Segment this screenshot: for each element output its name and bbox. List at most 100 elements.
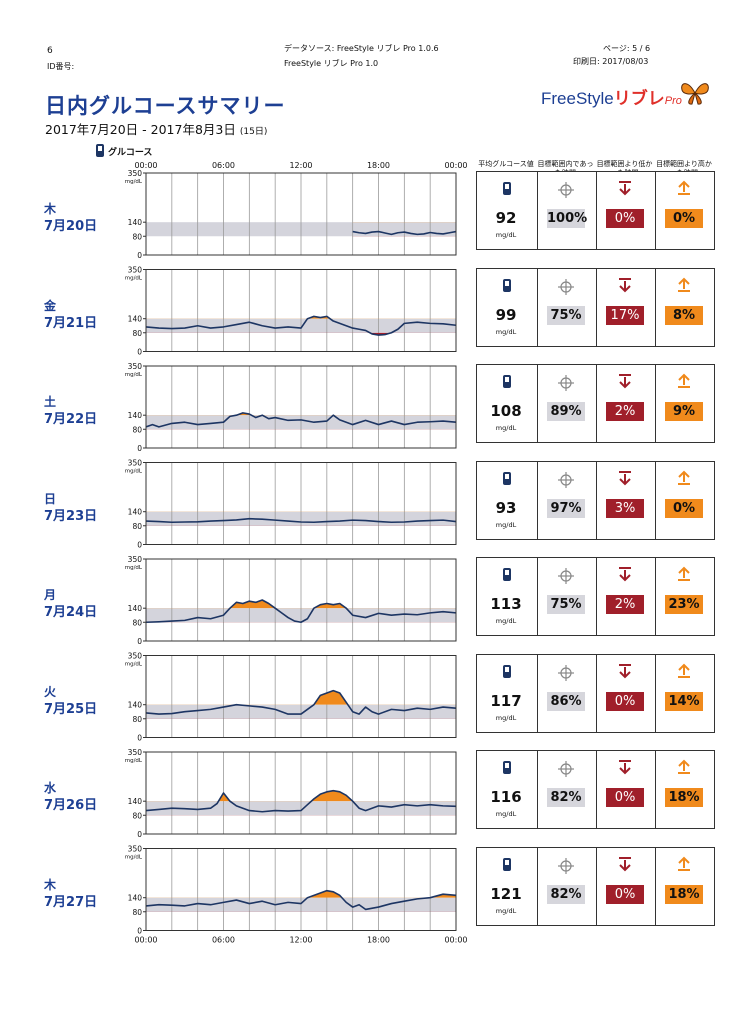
y-tick-label: 140	[128, 411, 143, 420]
legend-label: グルコース	[108, 148, 153, 158]
day-of-week: 月	[44, 588, 57, 602]
stat-divider	[655, 268, 656, 346]
day-chart	[143, 269, 457, 352]
y-tick-label: 80	[132, 329, 142, 338]
day-of-week: 火	[44, 684, 57, 699]
time-label-top: 12:00	[289, 161, 312, 170]
below-range-arrow-icon	[619, 567, 631, 582]
day-label: 土 7月22日	[44, 394, 97, 428]
above-range-arrow-icon	[678, 373, 690, 388]
average-glucose: 92	[495, 209, 517, 227]
stat-divider	[537, 751, 538, 828]
logo-libre: リブレ	[613, 89, 665, 108]
glucose-line	[145, 889, 457, 911]
below-range-fill	[369, 332, 392, 336]
sensor-reader-icon	[96, 144, 104, 157]
freestyle-logo: FreeStyleリブレPro	[541, 84, 682, 109]
average-unit: mg/dL	[495, 424, 517, 432]
day-stats: 117 mg/dL 86% 0% 14%	[476, 653, 715, 733]
date-range: 2017年7月20日 - 2017年8月3日 (15日)	[45, 119, 267, 138]
below-range-arrow-icon	[619, 470, 631, 485]
time-label-top: 00:00	[134, 161, 157, 170]
stat-divider	[596, 172, 597, 249]
y-tick-label: 350	[128, 459, 143, 468]
day-stats: 92 mg/dL 100% 0% 0%	[476, 171, 715, 250]
day-of-week: 木	[44, 877, 57, 892]
y-tick-label: 140	[128, 894, 143, 903]
reader-icon	[503, 375, 511, 388]
in-range-percent: 75%	[547, 305, 585, 325]
above-range-arrow-icon	[678, 856, 690, 871]
y-tick-label: 140	[128, 315, 143, 324]
below-range-percent: 0%	[606, 691, 644, 711]
plot-border	[145, 365, 457, 449]
data-source: データソース: FreeStyle リブレ Pro 1.0.6	[284, 44, 439, 53]
id-label: ID番号:	[47, 62, 75, 71]
logo-brand: FreeStyle	[541, 89, 614, 108]
day-of-week: 水	[44, 781, 57, 795]
day-chart	[143, 751, 457, 835]
stat-divider	[537, 558, 538, 635]
y-tick-label: 350	[128, 748, 143, 757]
below-range-percent: 0%	[606, 884, 644, 904]
glucose-line	[145, 517, 457, 524]
above-range-arrow-icon	[678, 180, 690, 195]
y-tick-label: 140	[128, 604, 143, 613]
stat-divider	[537, 847, 538, 925]
day-chart	[143, 655, 457, 738]
average-glucose: 93	[495, 498, 517, 517]
above-range-arrow-icon	[678, 470, 690, 485]
day-date: 7月22日	[44, 412, 98, 427]
y-unit-label: mg/dL	[125, 662, 143, 668]
day-of-week: 土	[44, 395, 57, 409]
day-label: 月 7月24日	[44, 587, 97, 621]
day-of-week: 木	[44, 202, 57, 216]
average-glucose: 116	[490, 788, 522, 806]
y-unit-label: mg/dL	[125, 469, 143, 475]
glucose-line	[145, 789, 457, 813]
above-range-fill	[146, 511, 456, 512]
stat-divider	[596, 751, 597, 828]
time-label-top: 00:00	[444, 161, 467, 170]
y-tick-label: 140	[128, 797, 143, 806]
day-chart	[143, 365, 457, 449]
time-label-bottom: 00:00	[444, 936, 467, 945]
y-unit-label: mg/dL	[125, 855, 143, 861]
y-unit-label: mg/dL	[125, 372, 143, 378]
y-tick-label: 0	[137, 541, 142, 550]
average-unit: mg/dL	[495, 906, 517, 915]
print-date: 印刷日: 2017/08/03	[573, 57, 649, 66]
y-tick-label: 0	[137, 927, 142, 936]
stat-divider	[655, 172, 656, 249]
y-tick-label: 140	[128, 218, 143, 227]
above-range-percent: 8%	[665, 305, 703, 325]
above-range-percent: 18%	[665, 788, 703, 807]
target-icon	[558, 664, 574, 681]
logo-pro: Pro	[664, 95, 682, 107]
above-range-arrow-icon	[678, 566, 690, 581]
time-label-top: 18:00	[367, 161, 390, 170]
y-tick-label: 80	[132, 522, 142, 531]
y-tick-label: 350	[128, 362, 143, 371]
reader-icon	[503, 568, 511, 581]
day-stats: 108 mg/dL 89% 2% 9%	[476, 364, 715, 443]
y-tick-label: 350	[128, 652, 143, 661]
average-unit: mg/dL	[495, 617, 517, 625]
plot-border	[145, 751, 457, 835]
y-tick-label: 0	[137, 830, 142, 839]
y-tick-label: 0	[137, 251, 142, 260]
below-range-percent: 2%	[606, 595, 644, 614]
day-stats: 93 mg/dL 97% 3% 0%	[476, 460, 715, 540]
average-unit: mg/dL	[495, 810, 517, 818]
day-stats: 99 mg/dL 75% 17% 8%	[476, 267, 715, 347]
stat-divider	[596, 654, 597, 732]
stat-divider	[537, 268, 538, 346]
above-range-fill	[352, 222, 456, 223]
y-tick-label: 80	[132, 715, 142, 724]
header-avg: 平均グルコース値	[478, 160, 534, 168]
above-range-arrow-icon	[678, 277, 690, 292]
date-range-text: 2017年7月20日 - 2017年8月3日	[45, 122, 236, 137]
below-range-percent: 0%	[606, 788, 644, 807]
day-stats: 121 mg/dL 82% 0% 18%	[476, 846, 715, 926]
